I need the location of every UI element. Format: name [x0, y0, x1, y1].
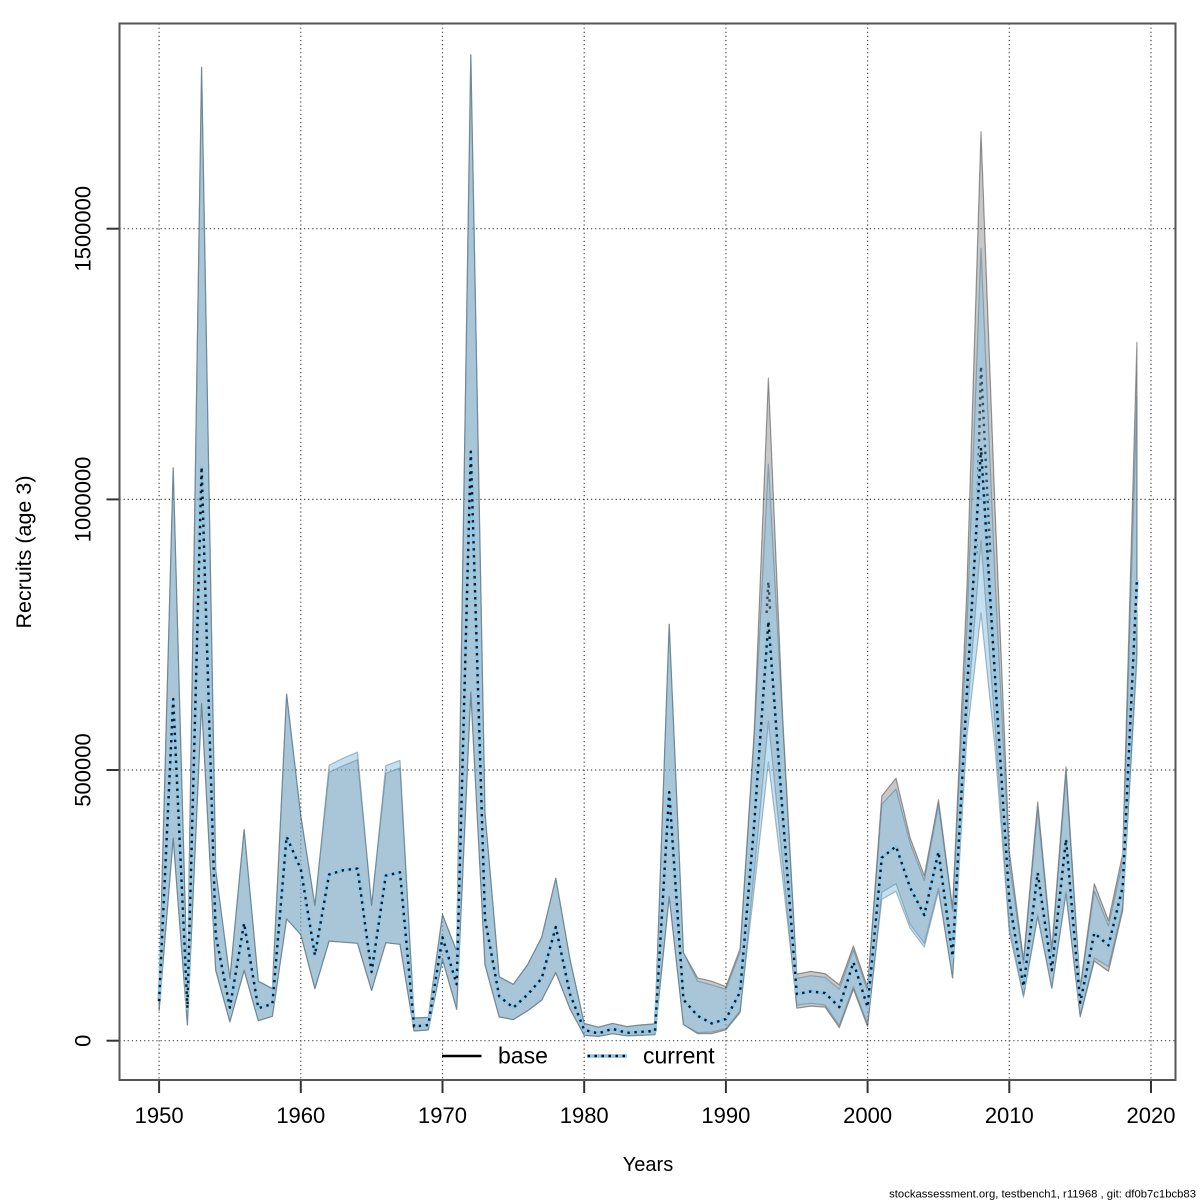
svg-text:2010: 2010	[985, 1103, 1034, 1128]
svg-text:Recruits (age 3): Recruits (age 3)	[12, 476, 36, 629]
svg-text:1960: 1960	[276, 1103, 325, 1128]
svg-text:2020: 2020	[1127, 1103, 1176, 1128]
svg-text:1950: 1950	[135, 1103, 184, 1128]
svg-text:base: base	[498, 1043, 548, 1069]
svg-text:current: current	[643, 1043, 715, 1069]
svg-text:500000: 500000	[71, 733, 96, 806]
svg-text:1980: 1980	[560, 1103, 609, 1128]
svg-text:2000: 2000	[843, 1103, 892, 1128]
svg-text:1970: 1970	[418, 1103, 467, 1128]
svg-text:stockassessment.org, testbench: stockassessment.org, testbench1, r11968 …	[889, 1189, 1196, 1200]
svg-text:0: 0	[71, 1035, 96, 1047]
svg-text:1990: 1990	[701, 1103, 750, 1128]
svg-text:Years: Years	[623, 1154, 673, 1176]
svg-text:1500000: 1500000	[71, 186, 96, 272]
svg-text:1000000: 1000000	[71, 457, 96, 543]
